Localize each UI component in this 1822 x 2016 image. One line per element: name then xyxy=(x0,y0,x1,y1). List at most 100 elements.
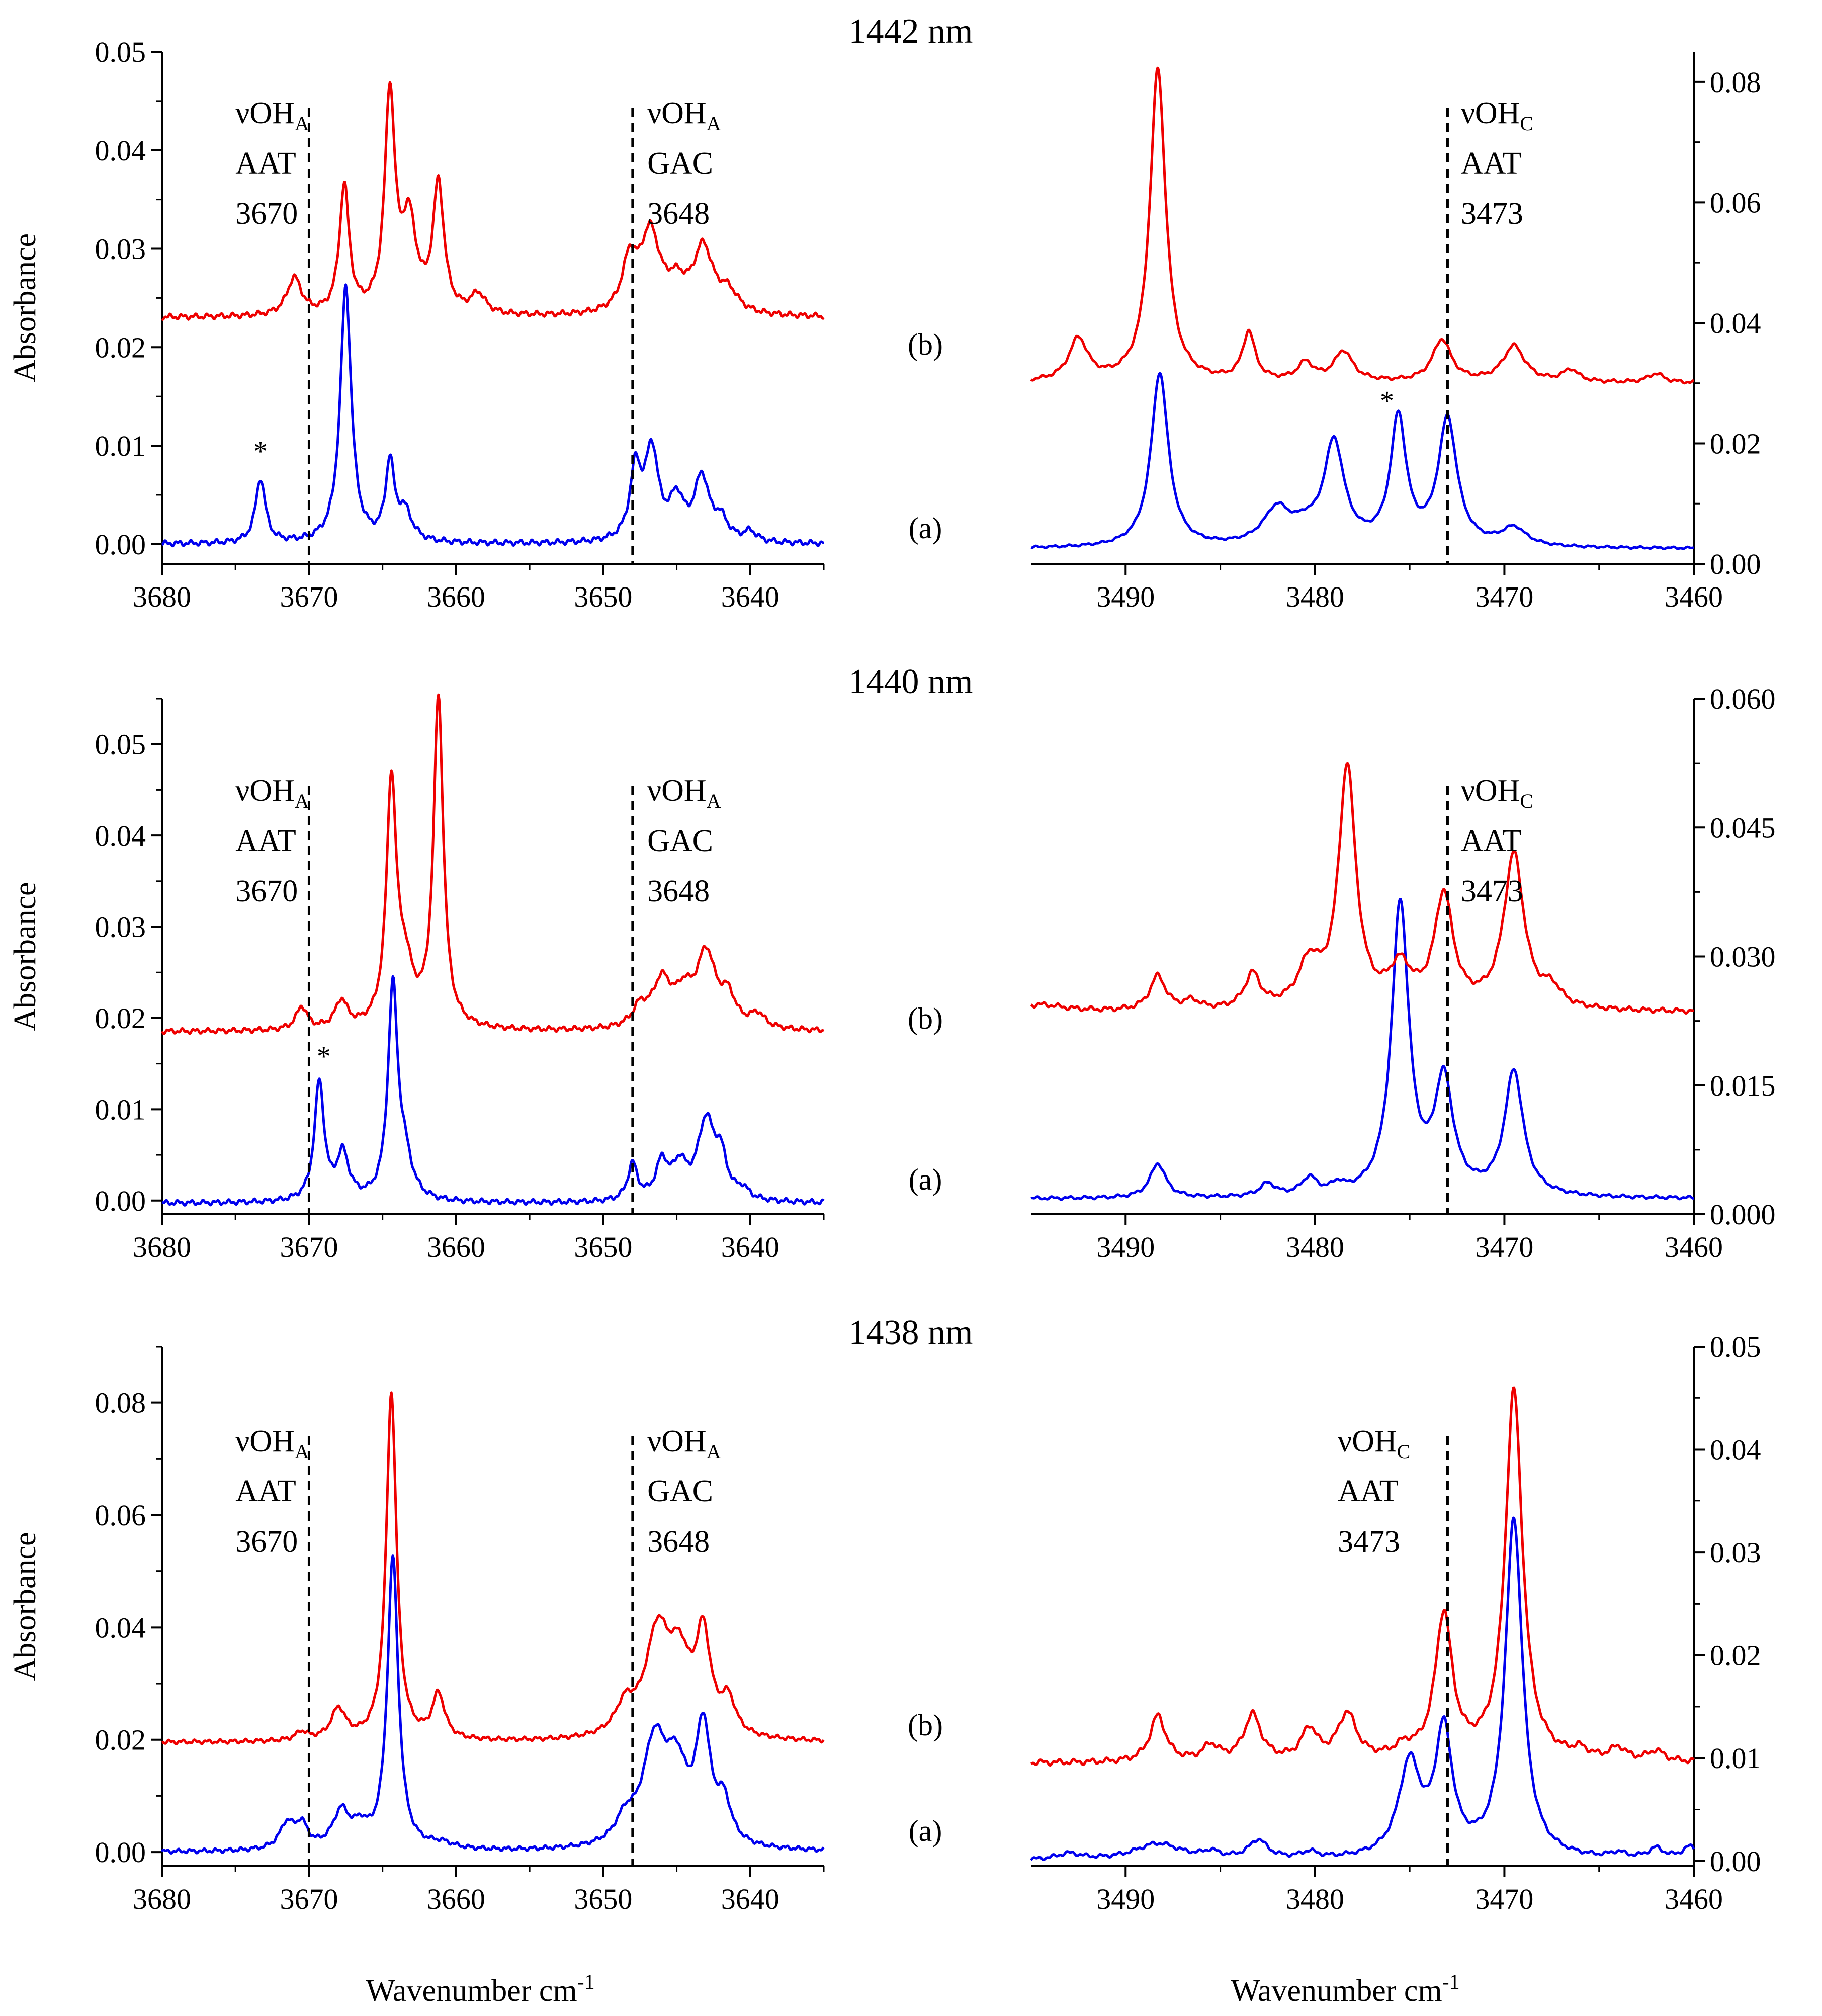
x-tick-label: 3490 xyxy=(1096,580,1155,613)
band-label: νOHC xyxy=(1461,96,1533,135)
x-tick-label: 3680 xyxy=(133,580,191,613)
spectrum-line-b xyxy=(161,1391,825,1745)
y-tick-label: 0.060 xyxy=(1710,683,1776,715)
series-label: (a) xyxy=(909,1163,942,1196)
spectrum-line-b xyxy=(1030,66,1694,385)
spectrum-line-a xyxy=(1030,372,1694,550)
wavenumber-label: 3473 xyxy=(1338,1525,1400,1559)
wavenumber-label: 3648 xyxy=(647,1525,710,1559)
conformer-label: AAT xyxy=(1338,1474,1399,1508)
y-tick-label: 0.05 xyxy=(95,728,146,761)
y-tick-label: 0.02 xyxy=(95,1002,146,1035)
spectrum-line-a xyxy=(161,975,825,1207)
x-tick-label: 3670 xyxy=(280,1883,338,1915)
panel-1442-left: 1442 nm Absorbance 3680 3670 3660 3650 3640 0.0… xyxy=(8,12,973,613)
y-tick-label: 0.015 xyxy=(1710,1069,1776,1102)
y-tick-label: 0.01 xyxy=(95,1093,146,1126)
wavenumber-label: 3648 xyxy=(647,197,710,231)
panel-1438-right: 3490 3480 3470 3460 0.00 0.01 0.02 0.03 0.04 0.05… xyxy=(908,1330,1761,1915)
conformer-label: AAT xyxy=(235,1474,296,1508)
series-label: (b) xyxy=(908,328,943,361)
asterisk-marker: * xyxy=(317,1041,331,1072)
spectrum-line-b xyxy=(161,81,825,321)
x-tick-label: 3650 xyxy=(574,1231,632,1264)
band-label: νOHA xyxy=(647,1424,721,1463)
x-tick-label: 3640 xyxy=(721,580,779,613)
y-tick-label: 0.03 xyxy=(1710,1536,1761,1569)
series-label: (b) xyxy=(908,1002,943,1035)
x-tick-label: 3650 xyxy=(574,580,632,613)
asterisk-marker: * xyxy=(1380,386,1394,417)
x-tick-label: 3460 xyxy=(1665,580,1723,613)
y-tick-label: 0.08 xyxy=(1710,66,1761,99)
spectrum-line-a xyxy=(161,283,824,548)
x-axis-label-right: Wavenumber cm-1 xyxy=(1231,1971,1459,2008)
x-tick-label: 3680 xyxy=(133,1231,191,1264)
y-tick-label: 0.06 xyxy=(95,1499,146,1532)
x-tick-label: 3670 xyxy=(280,580,338,613)
spectrum-line-a xyxy=(160,1554,825,1855)
wavenumber-label: 3670 xyxy=(235,1525,298,1559)
x-tick-label: 3670 xyxy=(280,1231,338,1264)
x-tick-label: 3640 xyxy=(721,1231,779,1264)
spectrum-line-a xyxy=(1030,1516,1695,1861)
y-tick-label: 0.02 xyxy=(1710,427,1761,460)
series-label: (b) xyxy=(908,1709,943,1742)
y-tick-label: 0.00 xyxy=(95,1185,146,1217)
y-tick-label: 0.030 xyxy=(1710,941,1776,973)
y-tick-label: 0.02 xyxy=(1710,1639,1761,1672)
y-tick-label: 0.01 xyxy=(95,430,146,462)
x-tick-label: 3660 xyxy=(427,580,485,613)
y-tick-label: 0.04 xyxy=(1710,307,1761,340)
band-label: νOHA xyxy=(647,96,721,135)
panel-title: 1442 nm xyxy=(849,12,973,51)
x-tick-label: 3490 xyxy=(1096,1883,1155,1915)
band-label: νOHC xyxy=(1461,774,1533,812)
x-tick-label: 3480 xyxy=(1286,1231,1344,1264)
y-axis-label: Absorbance xyxy=(8,882,42,1031)
band-label: νOHA xyxy=(235,1424,309,1463)
conformer-label: GAC xyxy=(647,146,713,181)
y-axis-label: Absorbance xyxy=(8,1532,42,1681)
y-tick-label: 0.02 xyxy=(95,1724,146,1756)
y-tick-label: 0.02 xyxy=(95,331,146,364)
x-tick-label: 3490 xyxy=(1096,1231,1155,1264)
y-tick-label: 0.000 xyxy=(1710,1198,1776,1231)
y-tick-label: 0.05 xyxy=(1710,1330,1761,1363)
x-tick-label: 3640 xyxy=(721,1883,779,1915)
wavenumber-label: 3670 xyxy=(235,197,298,231)
panel-1440-left: 1440 nm Absorbance 3680 3670 3660 3650 3640 0.0… xyxy=(8,662,973,1264)
spectrum-line-b xyxy=(1030,762,1695,1015)
spectrum-line-a xyxy=(1030,898,1694,1201)
y-tick-label: 0.04 xyxy=(1710,1434,1761,1466)
x-tick-label: 3470 xyxy=(1475,1883,1533,1915)
x-tick-label: 3470 xyxy=(1475,580,1533,613)
panel-title: 1440 nm xyxy=(849,662,973,701)
x-tick-label: 3480 xyxy=(1286,1883,1344,1915)
wavenumber-label: 3473 xyxy=(1461,197,1523,231)
band-label: νOHC xyxy=(1338,1424,1410,1463)
y-tick-label: 0.04 xyxy=(95,1611,146,1644)
x-tick-label: 3650 xyxy=(574,1883,632,1915)
x-tick-label: 3480 xyxy=(1286,580,1344,613)
x-tick-label: 3680 xyxy=(133,1883,191,1915)
conformer-label: GAC xyxy=(647,1474,713,1508)
conformer-label: AAT xyxy=(1461,824,1522,858)
conformer-label: AAT xyxy=(1461,146,1522,181)
wavenumber-label: 3648 xyxy=(647,874,710,908)
conformer-label: AAT xyxy=(235,146,296,181)
panel-title: 1438 nm xyxy=(849,1313,973,1352)
band-label: νOHA xyxy=(647,774,721,812)
series-label: (a) xyxy=(909,1814,942,1847)
band-label: νOHA xyxy=(235,774,309,812)
y-tick-label: 0.01 xyxy=(1710,1742,1761,1775)
spectrum-line-b xyxy=(1030,1386,1695,1767)
y-tick-label: 0.04 xyxy=(95,819,146,852)
y-tick-label: 0.06 xyxy=(1710,186,1761,219)
y-tick-label: 0.04 xyxy=(95,134,146,167)
y-tick-label: 0.00 xyxy=(1710,1845,1761,1878)
y-tick-label: 0.00 xyxy=(95,1836,146,1869)
